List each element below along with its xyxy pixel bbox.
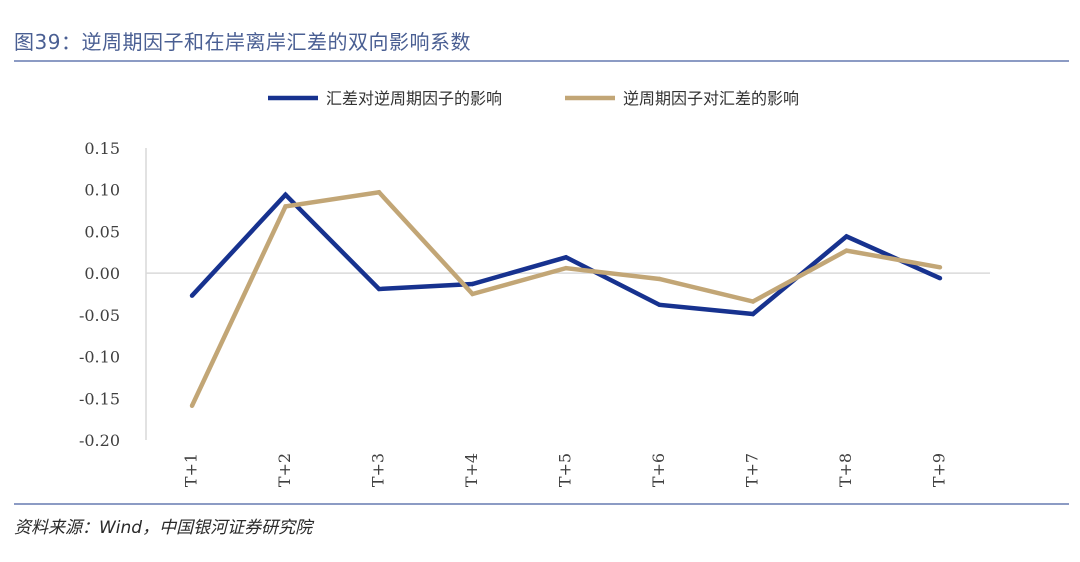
legend-label-1: 汇差对逆周期因子的影响 [326,89,502,108]
series-1-point [844,234,849,239]
series-1-point [937,275,943,281]
y-tick-label: -0.10 [79,348,120,367]
y-tick-label: 0.10 [84,181,120,200]
series-2-point [563,265,569,271]
source-note: 资料来源：Wind，中国银河证券研究院 [14,518,313,538]
series-2-point [844,248,849,253]
series-line-2 [189,189,941,407]
x-tick-label: T+5 [556,453,575,487]
figure-title: 图39：逆周期因子和在岸离岸汇差的双向影响系数 [14,30,471,54]
series-1-point [283,192,288,197]
series-2-point [283,204,288,209]
y-tick-label: 0.05 [84,222,120,241]
y-tick-label: 0.00 [84,264,120,283]
x-tick-label: T+6 [649,453,668,487]
series-2-point [189,403,195,408]
footer-divider [14,503,1069,505]
series-2-point [750,299,756,304]
series-1-point [376,286,382,292]
x-tick-label: T+7 [743,453,762,487]
x-tick-label: T+2 [275,453,294,487]
series-2-point [937,265,943,270]
series-layer [189,189,943,408]
series-line-1 [190,191,941,317]
x-tick-label: T+9 [930,453,949,487]
y-tick-label: -0.15 [79,389,120,408]
x-tick-label: T+1 [182,453,201,487]
x-tick-label: T+8 [836,453,855,487]
series-1-point [189,293,195,298]
chart-legend: 汇差对逆周期因子的影响 逆周期因子对汇差的影响 [268,89,799,108]
y-tick-label: 0.15 [84,139,120,158]
series-1-point [470,281,475,287]
title-divider [14,60,1069,62]
y-tick-label: -0.20 [79,431,120,450]
series-1-point [563,255,569,260]
legend-label-2: 逆周期因子对汇差的影响 [623,89,799,108]
series-1-point [750,311,756,317]
series-2-point [470,291,475,297]
series-2-point [657,276,662,282]
y-tick-label: -0.05 [79,306,120,325]
x-tick-label: T+4 [462,453,481,487]
series-2-point [376,190,382,195]
series-1-point [657,302,662,308]
chart-axes: 0.15 0.10 0.05 0.00 -0.05 -0.10 -0.15 -0.20 T+1 T… [79,139,990,487]
x-tick-label: T+3 [369,453,388,487]
